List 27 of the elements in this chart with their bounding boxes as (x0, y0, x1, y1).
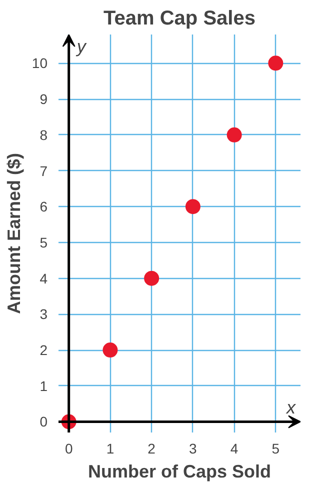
x-tick-label: 5 (272, 440, 280, 456)
x-tick-label: 2 (148, 440, 156, 456)
y-tick-label: 1 (40, 378, 48, 394)
y-tick-label: 3 (40, 306, 48, 322)
y-tick-label: 5 (40, 234, 48, 250)
point (226, 127, 242, 142)
point (102, 342, 118, 358)
y-tick-label: 7 (40, 162, 48, 179)
x-tick-label: 0 (64, 440, 73, 456)
point (144, 270, 160, 286)
point (268, 56, 284, 71)
y-tick-label: 10 (32, 55, 48, 72)
point (185, 199, 200, 214)
annotation: y (74, 36, 87, 56)
annotation: x (286, 398, 296, 418)
x-axis-title: Number of Caps Sold (88, 462, 272, 482)
x-tick-label: 1 (106, 440, 114, 456)
x-tick-label: 4 (230, 440, 238, 456)
y-tick-label: 2 (40, 342, 48, 358)
y-tick-label: 6 (40, 198, 48, 215)
y-tick-label: 0 (40, 414, 48, 430)
y-tick-label: 4 (40, 270, 48, 286)
y-tick-label: 9 (40, 91, 48, 108)
y-tick-label: 8 (40, 126, 48, 143)
y-axis-title: Amount Earned ($) (4, 152, 24, 314)
chart-title: Team Cap Sales (104, 8, 256, 30)
x-tick-label: 3 (189, 440, 198, 456)
